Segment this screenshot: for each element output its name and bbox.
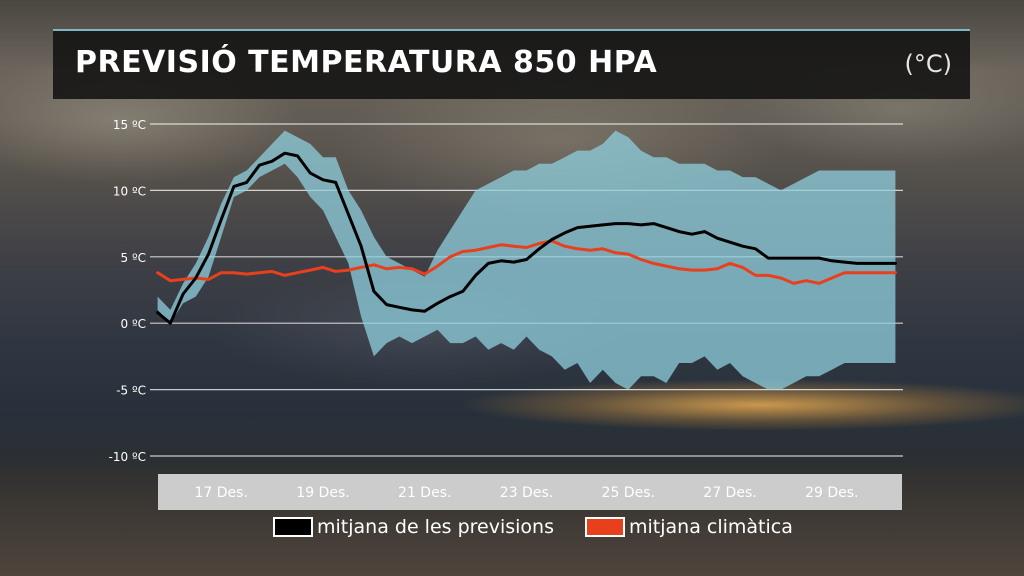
x-tick-label-3: 23 Des. xyxy=(500,485,553,501)
legend-item-climate: mitjana climàtica xyxy=(585,514,793,540)
legend-label-climate: mitjana climàtica xyxy=(629,516,793,538)
x-tick-label-0: 17 Des. xyxy=(195,485,248,501)
chart-title: PREVISIÓ TEMPERATURA 850 HPA xyxy=(75,45,658,80)
x-axis-bar xyxy=(158,474,902,510)
x-tick-label-5: 27 Des. xyxy=(703,485,756,501)
forecast-mean-line xyxy=(156,151,897,325)
title-bar: PREVISIÓ TEMPERATURA 850 HPA (°C) xyxy=(53,29,970,99)
x-tick-label-2: 21 Des. xyxy=(398,485,451,501)
unit-label: (°C) xyxy=(904,50,952,78)
legend-swatch-forecast xyxy=(273,517,313,537)
legend-swatch-climate xyxy=(585,517,625,537)
legend-item-forecast: mitjana de les previsions xyxy=(273,514,554,540)
y-tick-label-5: -10 ºC xyxy=(109,450,146,464)
y-tick-label-3: 0 ºC xyxy=(121,317,146,331)
climate-mean-line xyxy=(156,239,897,285)
legend: mitjana de les previsions mitjana climàt… xyxy=(0,514,1024,540)
x-tick-label-1: 19 Des. xyxy=(296,485,349,501)
y-tick-label-1: 10 ºC xyxy=(113,184,146,198)
y-tick-label-0: 15 ºC xyxy=(113,118,146,132)
x-tick-label-4: 25 Des. xyxy=(602,485,655,501)
y-tick-label-2: 5 ºC xyxy=(121,251,146,265)
legend-label-forecast: mitjana de les previsions xyxy=(317,516,554,538)
y-tick-label-4: -5 ºC xyxy=(116,384,146,398)
x-tick-label-6: 29 Des. xyxy=(805,485,858,501)
